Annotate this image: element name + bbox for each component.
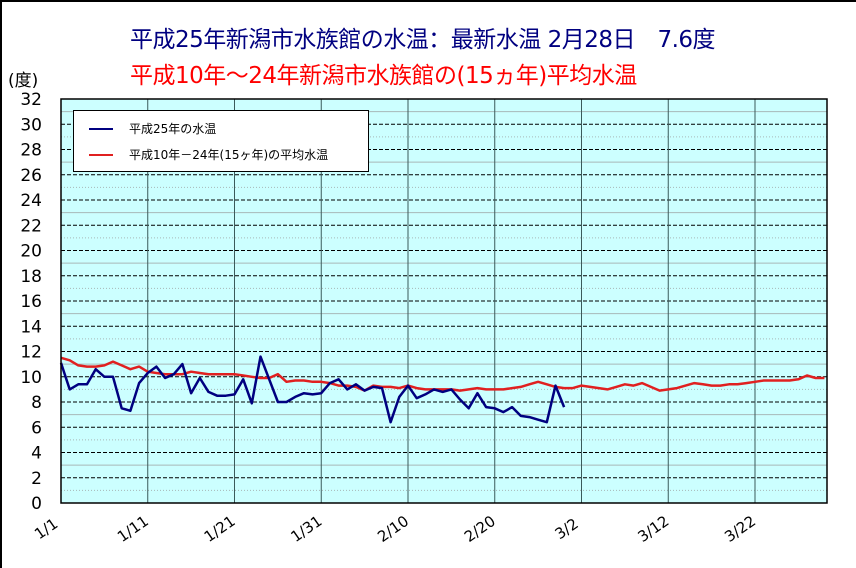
legend-label: 平成25年の水温	[129, 122, 217, 136]
y-tick-label: 10	[20, 368, 42, 388]
y-tick-label: 12	[20, 343, 42, 363]
chart-title-average: 平成10年～24年新潟市水族館の(15ヵ年)平均水温	[130, 63, 637, 89]
x-tick-label: 3/22	[721, 512, 759, 546]
legend-item-current-year: 平成25年の水温	[74, 119, 368, 139]
y-tick-label: 0	[31, 494, 42, 514]
series-line-average	[60, 356, 825, 392]
series-line-current-year	[59, 355, 566, 424]
x-tick-label: 1/31	[287, 512, 325, 546]
legend: 平成25年の水温 平成10年－24年(15ヶ年)の平均水温	[73, 110, 369, 172]
y-axis-unit-label: (度)	[8, 71, 39, 91]
x-tick-label: 3/12	[634, 512, 672, 546]
legend-label: 平成10年－24年(15ヶ年)の平均水温	[129, 148, 329, 162]
x-tick-label: 1/1	[31, 515, 61, 544]
horizontal-gridlines	[61, 111, 827, 491]
y-tick-label: 26	[20, 166, 42, 186]
y-tick-label: 14	[20, 317, 42, 337]
legend-swatch-red-line	[89, 154, 113, 156]
y-tick-label: 20	[20, 242, 42, 262]
y-tick-label: 24	[20, 191, 42, 211]
x-axis-tick-labels: 1/1 1/11 1/21 1/31 2/10 2/20 3/2 3/12 3/22	[31, 512, 759, 546]
y-tick-label: 2	[31, 469, 42, 489]
y-tick-label: 4	[31, 444, 42, 464]
x-tick-label: 2/20	[461, 512, 499, 546]
chart-title-current: 平成25年新潟市水族館の水温：最新水温 2月28日 7.6度	[130, 27, 716, 53]
legend-swatch-navy-line	[89, 128, 113, 130]
y-tick-label: 6	[31, 418, 42, 438]
y-tick-label: 30	[20, 115, 42, 135]
x-tick-label: 2/10	[374, 512, 412, 546]
x-tick-label: 1/11	[114, 512, 152, 546]
plot-border	[60, 98, 828, 504]
y-tick-label: 28	[20, 141, 42, 161]
x-tick-label: 1/21	[201, 512, 239, 546]
data-series	[59, 355, 825, 424]
x-tick-label: 3/2	[552, 515, 582, 544]
y-tick-label: 22	[20, 216, 42, 236]
y-tick-label: 16	[20, 292, 42, 312]
y-tick-label: 18	[20, 267, 42, 287]
y-tick-label: 8	[31, 393, 42, 413]
legend-item-average: 平成10年－24年(15ヶ年)の平均水温	[74, 145, 368, 165]
y-tick-label: 32	[20, 90, 42, 110]
